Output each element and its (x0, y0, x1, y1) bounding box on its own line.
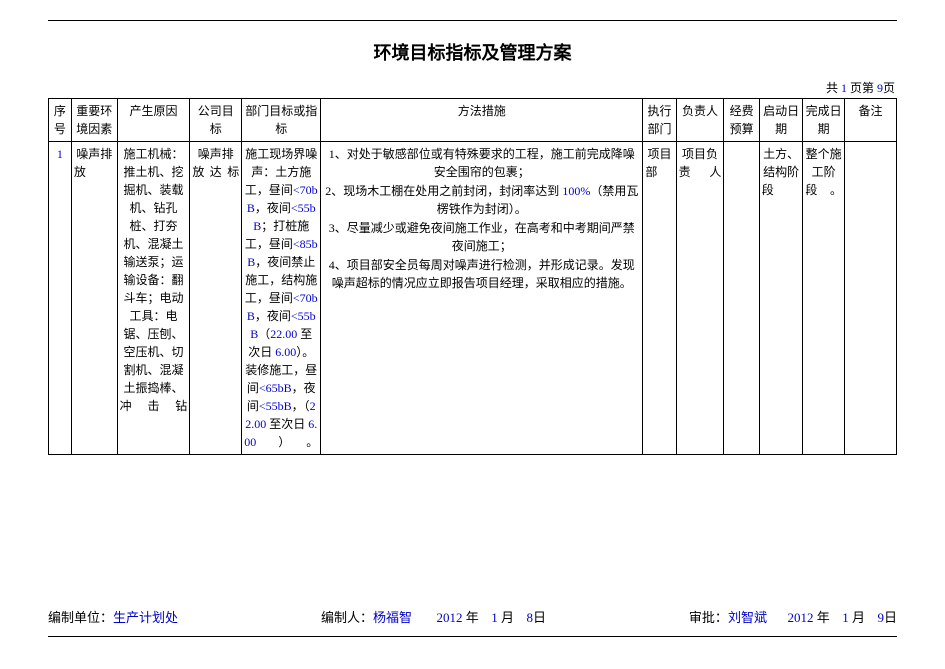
th-measures: 方法措施 (321, 99, 643, 142)
footer-approve: 审批：刘智斌 2012 年 1 月 9日 (689, 607, 897, 626)
footer: 编制单位：生产计划处 编制人：杨福智 2012 年 1 月 8日 审批：刘智斌 … (48, 607, 897, 637)
th-remark: 备注 (844, 99, 896, 142)
cell-dept-target: 施工现场界噪声：土方施工，昼间<70bB，夜间<55bB；打桩施工，昼间<85b… (242, 142, 321, 455)
dt-v8: <65bB (259, 381, 292, 395)
author-value: 杨福智 (373, 610, 412, 625)
y2: 年 (813, 610, 829, 625)
cell-owner: 项目负责人 (676, 142, 724, 455)
dt-p6: （ (258, 327, 270, 341)
m1: 月 (498, 610, 514, 625)
y1: 年 (462, 610, 478, 625)
th-factor: 重要环境因素 (71, 99, 117, 142)
th-start: 启动日期 (759, 99, 803, 142)
th-dept: 执行部门 (643, 99, 676, 142)
d2: 日 (884, 610, 897, 625)
cell-dept: 项目部 (643, 142, 676, 455)
m2b: 100% (562, 184, 590, 198)
unit-label: 编制单位： (48, 610, 113, 625)
main-table: 序号 重要环境因素 产生原因 公司目标 部门目标或指标 方法措施 执行部门 负责… (48, 98, 897, 455)
table-header-row: 序号 重要环境因素 产生原因 公司目标 部门目标或指标 方法措施 执行部门 负责… (49, 99, 897, 142)
th-budget: 经费预算 (724, 99, 759, 142)
page-info-mid: 页第 (847, 81, 877, 95)
page-info-suffix: 页 (883, 81, 895, 95)
footer-unit: 编制单位：生产计划处 (48, 607, 178, 626)
measure-3: 3、尽量减少或避免夜间施工作业，在高考和中考期间严禁夜间施工； (323, 219, 640, 255)
page-indicator: 共 1 页第 9页 (48, 79, 897, 96)
measure-1: 1、对处于敏感部位或有特殊要求的工程，施工前完成降噪安全围帘的包裹； (323, 145, 640, 181)
seq-value: 1 (57, 147, 63, 161)
dt-v6: 22.00 (270, 327, 297, 341)
footer-author: 编制人：杨福智 2012 年 1 月 8日 (321, 607, 546, 626)
m2a: 2、现场木工棚在处用之前封闭，封闭率达到 (325, 184, 562, 198)
cell-seq: 1 (49, 142, 72, 455)
approve-year: 2012 (787, 610, 813, 625)
approve-value: 刘智斌 (728, 610, 767, 625)
d1: 日 (533, 610, 546, 625)
th-cause: 产生原因 (117, 99, 190, 142)
unit-value: 生产计划处 (113, 610, 178, 625)
dt-p12: ）。 (256, 435, 318, 449)
page-title: 环境目标指标及管理方案 (48, 39, 897, 65)
measure-4: 4、项目部安全员每周对噪声进行检测，并形成记录。发现噪声超标的情况应立即报告项目… (323, 256, 640, 292)
dt-p2: ，夜间 (255, 201, 291, 215)
cell-budget (724, 142, 759, 455)
page-info-prefix: 共 (826, 81, 841, 95)
cell-start: 土方、结构阶段 (759, 142, 803, 455)
dt-p5: ，夜间 (255, 309, 291, 323)
cell-measures: 1、对处于敏感部位或有特殊要求的工程，施工前完成降噪安全围帘的包裹； 2、现场木… (321, 142, 643, 455)
dt-v9: <55bB (259, 399, 292, 413)
cell-cause: 施工机械：推土机、挖掘机、装载机、钻孔桩、打夯机、混凝土输送泵；运输设备：翻斗车… (117, 142, 190, 455)
dt-p11: 至次日 (266, 417, 308, 431)
m2: 月 (849, 610, 865, 625)
table-row: 1 噪声排放 施工机械：推土机、挖掘机、装载机、钻孔桩、打夯机、混凝土输送泵；运… (49, 142, 897, 455)
th-company-target: 公司目标 (190, 99, 242, 142)
cell-company-target: 噪声排放达标 (190, 142, 242, 455)
measure-2: 2、现场木工棚在处用之前封闭，封闭率达到 100%（禁用瓦楞铁作为封闭）。 (323, 182, 640, 218)
th-owner: 负责人 (676, 99, 724, 142)
cell-remark (844, 142, 896, 455)
cell-factor: 噪声排放 (71, 142, 117, 455)
top-rule (48, 20, 897, 21)
dt-v7: 6.00 (275, 345, 296, 359)
th-seq: 序号 (49, 99, 72, 142)
dt-p10: ，（ (292, 399, 310, 413)
th-end: 完成日期 (803, 99, 845, 142)
th-dept-target: 部门目标或指标 (242, 99, 321, 142)
approve-label: 审批： (689, 610, 728, 625)
author-label: 编制人： (321, 610, 373, 625)
cell-end: 整个施工阶段。 (803, 142, 845, 455)
author-year: 2012 (436, 610, 462, 625)
